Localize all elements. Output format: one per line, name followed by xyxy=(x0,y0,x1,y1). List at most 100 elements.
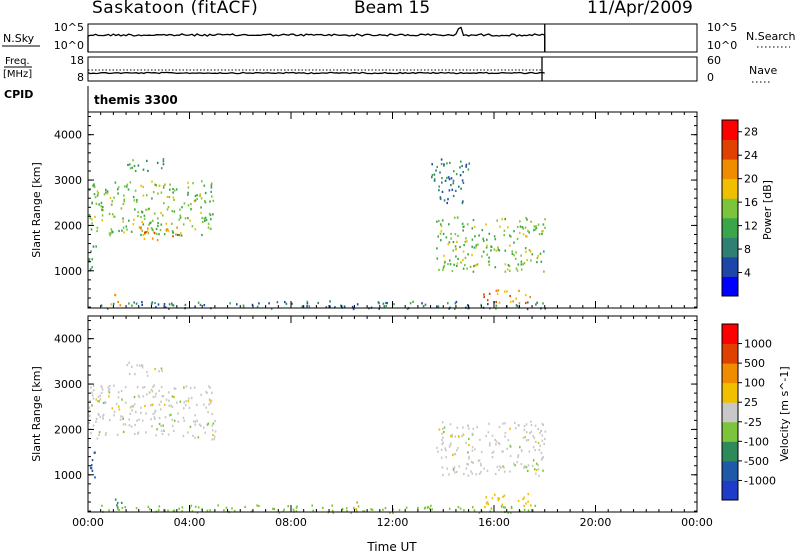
scatter-point xyxy=(453,263,455,266)
scatter-point xyxy=(171,222,173,225)
scatter-point xyxy=(187,431,189,434)
scatter-point xyxy=(485,223,487,226)
scatter-point xyxy=(157,224,159,228)
scatter-point xyxy=(448,241,451,244)
scatter-point xyxy=(489,442,491,445)
scatter-point xyxy=(287,505,289,508)
scatter-point xyxy=(210,186,213,189)
scatter-point xyxy=(523,425,526,428)
scatter-point xyxy=(212,422,215,425)
scatter-point xyxy=(482,239,485,242)
scatter-point xyxy=(204,219,206,222)
scatter-point xyxy=(525,466,528,469)
scatter-point xyxy=(122,423,125,426)
scatter-point xyxy=(529,295,531,299)
scatter-point xyxy=(504,422,506,425)
colorbar-segment xyxy=(722,198,738,219)
scatter-point xyxy=(92,424,95,427)
scatter-point xyxy=(168,196,171,199)
scatter-point xyxy=(229,302,231,305)
scatter-point xyxy=(203,304,206,307)
scatter-point xyxy=(436,247,438,250)
scatter-point xyxy=(477,459,480,462)
scatter-point xyxy=(441,177,443,180)
scatter-point xyxy=(371,508,374,511)
scatter-point xyxy=(510,235,512,238)
scatter-point xyxy=(507,439,510,442)
scatter-point xyxy=(490,245,493,248)
scatter-point xyxy=(154,411,156,414)
scatter-point xyxy=(157,222,159,225)
scatter-point xyxy=(385,301,387,304)
scatter-point xyxy=(101,219,103,222)
scatter-point xyxy=(191,225,194,228)
scatter-point xyxy=(527,301,529,304)
scatter-point xyxy=(170,404,172,407)
scatter-point xyxy=(93,185,96,188)
scatter-point xyxy=(194,420,197,423)
scatter-point xyxy=(123,231,125,234)
scatter-point xyxy=(383,305,386,308)
scatter-point xyxy=(103,193,106,196)
scatter-point xyxy=(92,389,95,392)
scatter-point xyxy=(446,467,448,470)
scatter-point xyxy=(145,431,147,434)
scatter-point xyxy=(96,190,99,193)
scatter-point xyxy=(142,223,145,226)
scatter-point xyxy=(438,189,440,192)
scatter-point xyxy=(475,246,477,249)
scatter-point xyxy=(116,504,118,507)
scatter-point xyxy=(179,208,181,211)
scatter-point xyxy=(533,225,536,228)
scatter-point xyxy=(543,270,545,273)
scatter-point xyxy=(143,214,146,217)
power-x-ticks xyxy=(87,112,698,308)
scatter-point xyxy=(157,303,160,306)
scatter-point xyxy=(182,223,185,226)
scatter-point xyxy=(209,399,211,402)
scatter-point xyxy=(122,430,125,433)
scatter-point xyxy=(163,429,165,432)
scatter-point xyxy=(447,263,449,266)
scatter-point xyxy=(536,261,538,264)
scatter-point xyxy=(142,234,145,237)
scatter-point xyxy=(452,194,455,198)
scatter-point xyxy=(455,173,458,176)
scatter-point xyxy=(98,413,100,416)
scatter-point xyxy=(486,299,489,302)
scatter-point xyxy=(155,184,157,187)
colorbar-segment xyxy=(722,139,738,160)
scatter-point xyxy=(128,424,131,427)
scatter-point xyxy=(462,258,464,261)
scatter-point xyxy=(356,303,359,306)
scatter-point xyxy=(273,507,276,511)
scatter-point xyxy=(147,232,150,235)
scatter-point xyxy=(111,230,113,233)
scatter-point xyxy=(148,207,150,210)
x-tick-label: 16:00 xyxy=(478,516,510,529)
scatter-point xyxy=(137,211,139,214)
scatter-point xyxy=(504,435,506,438)
scatter-point xyxy=(530,423,533,427)
scatter-point xyxy=(200,206,202,209)
scatter-point xyxy=(158,233,160,236)
scatter-point xyxy=(94,476,96,479)
scatter-point xyxy=(105,191,107,194)
scatter-point xyxy=(129,163,131,166)
scatter-point xyxy=(158,422,161,426)
scatter-point xyxy=(125,185,128,188)
scatter-point xyxy=(141,220,143,223)
power-panel: 1000 2000 3000 4000 Slant Range [km] 4 8 12 16… xyxy=(30,111,774,311)
colorbar-tick-label: -1000 xyxy=(744,474,776,487)
scatter-point xyxy=(92,384,95,387)
scatter-point xyxy=(282,510,285,513)
scatter-point xyxy=(144,232,146,235)
scatter-point xyxy=(191,510,194,513)
scatter-point xyxy=(117,396,120,399)
scatter-point xyxy=(317,301,319,305)
scatter-point xyxy=(95,398,97,401)
scatter-point xyxy=(89,217,92,220)
scatter-point xyxy=(133,199,136,202)
scatter-point xyxy=(473,246,476,249)
colorbar-segment xyxy=(722,324,738,345)
